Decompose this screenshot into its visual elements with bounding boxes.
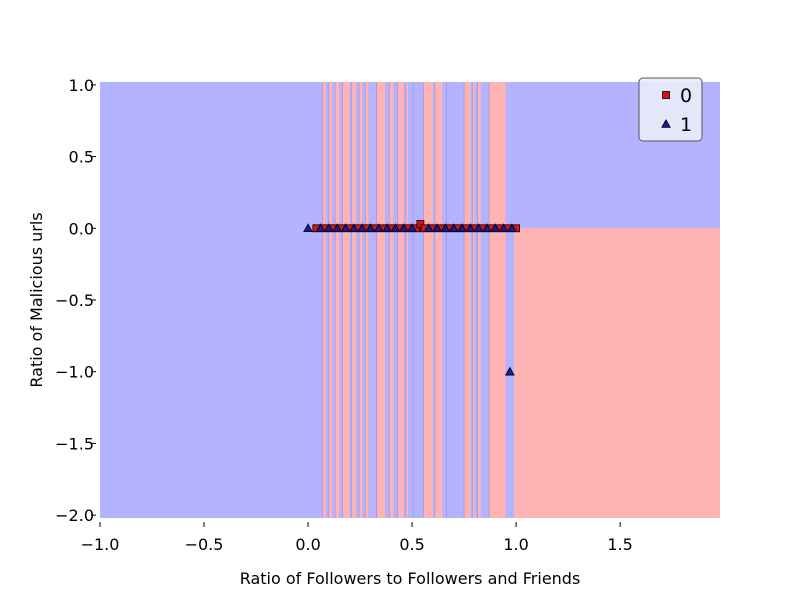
point-class-1 (504, 366, 515, 376)
point-class-1 (661, 118, 671, 128)
region-stripe (464, 82, 471, 518)
plot-area (100, 82, 720, 518)
point-class-1 (390, 223, 401, 233)
region-stripe (397, 82, 404, 518)
point-class-1 (315, 223, 326, 233)
legend-label-0: 0 (680, 85, 692, 107)
region-stripe (413, 82, 421, 518)
point-class-1 (448, 223, 459, 233)
region-stripe (405, 82, 408, 518)
region-bottom-right (514, 228, 720, 518)
y-tick-label: 0.5 (69, 148, 94, 167)
point-class-0 (416, 220, 425, 228)
region-stripe (477, 82, 481, 518)
legend-label-1: 1 (680, 114, 692, 136)
region-stripe (472, 82, 475, 518)
region-stripe (446, 82, 458, 518)
point-class-1 (407, 223, 417, 233)
y-tick-label: 1.0 (69, 76, 94, 95)
point-class-1 (332, 223, 343, 233)
point-class-1 (323, 223, 334, 233)
y-tick-label: −1.0 (55, 363, 94, 382)
point-class-0 (662, 91, 670, 99)
region-stripe (365, 82, 369, 518)
region-stripe (376, 82, 386, 518)
region-stripe (322, 82, 326, 518)
point-class-1 (357, 223, 368, 233)
x-axis: −1.0 −0.5 0.0 0.5 1.0 1.5 (81, 522, 633, 554)
point-class-1 (432, 223, 442, 233)
point-class-1 (507, 223, 517, 233)
point-class-1 (440, 223, 451, 233)
y-axis-label: Ratio of Malicious urls (27, 212, 46, 387)
x-tick-label: 1.5 (607, 535, 632, 554)
point-class-1 (423, 223, 434, 233)
x-tick-label: −0.5 (185, 535, 224, 554)
y-tick-label: −0.5 (55, 291, 94, 310)
region-stripe (389, 82, 394, 518)
point-class-1 (340, 223, 351, 233)
region-stripe (342, 82, 350, 518)
region-stripe (351, 82, 356, 518)
x-tick-label: −1.0 (81, 535, 120, 554)
region-stripe (359, 82, 363, 518)
point-class-1 (490, 223, 501, 233)
point-class-1 (457, 223, 467, 233)
point-class-1 (398, 223, 409, 233)
series-1 (303, 223, 517, 376)
point-class-1 (373, 223, 384, 233)
point-class-1 (348, 223, 359, 233)
legend-frame (638, 77, 703, 142)
point-class-1 (498, 223, 509, 233)
x-axis-label: Ratio of Followers to Followers and Frie… (240, 569, 581, 588)
region-stripe (434, 82, 443, 518)
region-stripe (335, 82, 340, 518)
y-tick-label: −1.5 (55, 434, 94, 453)
region-stripe (423, 82, 433, 518)
y-tick-label: −2.0 (55, 506, 94, 525)
region-stripe (328, 82, 332, 518)
x-tick-label: 0.5 (399, 535, 424, 554)
point-class-1 (303, 223, 313, 233)
x-tick-label: 0.0 (295, 535, 320, 554)
point-class-1 (473, 223, 484, 233)
y-axis: 1.0 0.5 0.0 −0.5 −1.0 −1.5 −2.0 (55, 76, 96, 525)
point-class-1 (365, 223, 376, 233)
point-class-1 (382, 223, 392, 233)
region-stripe (489, 82, 506, 518)
legend: 01 (638, 77, 703, 142)
point-class-1 (482, 223, 492, 233)
point-class-1 (465, 223, 476, 233)
y-tick-label: 0.0 (69, 219, 94, 238)
x-tick-label: 1.0 (503, 535, 528, 554)
